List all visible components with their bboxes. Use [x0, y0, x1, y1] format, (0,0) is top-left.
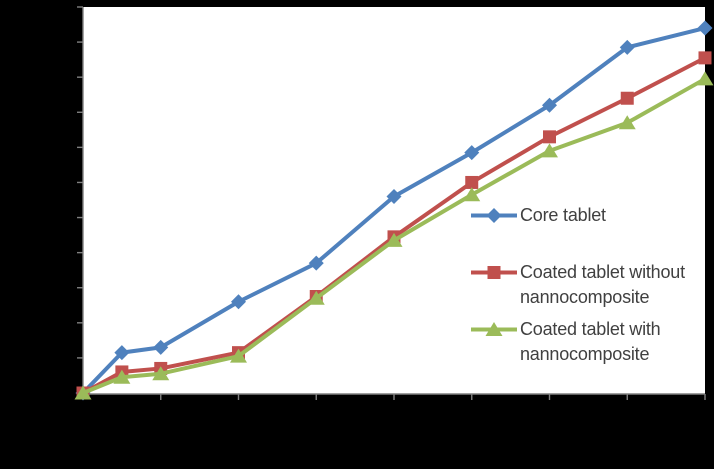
data-point-square — [543, 130, 556, 144]
data-point-triangle — [230, 348, 247, 363]
data-point-diamond — [231, 294, 246, 310]
data-point-triangle — [463, 187, 481, 202]
data-point-triangle — [618, 115, 636, 130]
series-line-0 — [81, 26, 707, 395]
data-point-square — [465, 175, 479, 189]
data-point-diamond — [697, 20, 713, 36]
data-point-triangle — [113, 369, 131, 384]
data-point-triangle — [696, 71, 714, 86]
data-point-square — [620, 91, 634, 105]
data-point-triangle — [307, 290, 325, 305]
data-point-triangle — [74, 385, 92, 400]
data-point-diamond — [542, 97, 557, 113]
data-point-diamond — [619, 39, 635, 55]
data-point-triangle — [541, 143, 558, 158]
data-point-triangle — [385, 232, 403, 247]
data-point-square — [698, 51, 712, 65]
data-point-diamond — [114, 345, 130, 361]
series-line-1 — [81, 55, 707, 395]
series-line-2 — [81, 76, 707, 395]
data-point-diamond — [308, 255, 324, 271]
data-point-diamond — [386, 188, 402, 204]
data-point-diamond — [153, 339, 169, 355]
data-point-diamond — [464, 145, 480, 161]
data-point-triangle — [152, 366, 170, 381]
